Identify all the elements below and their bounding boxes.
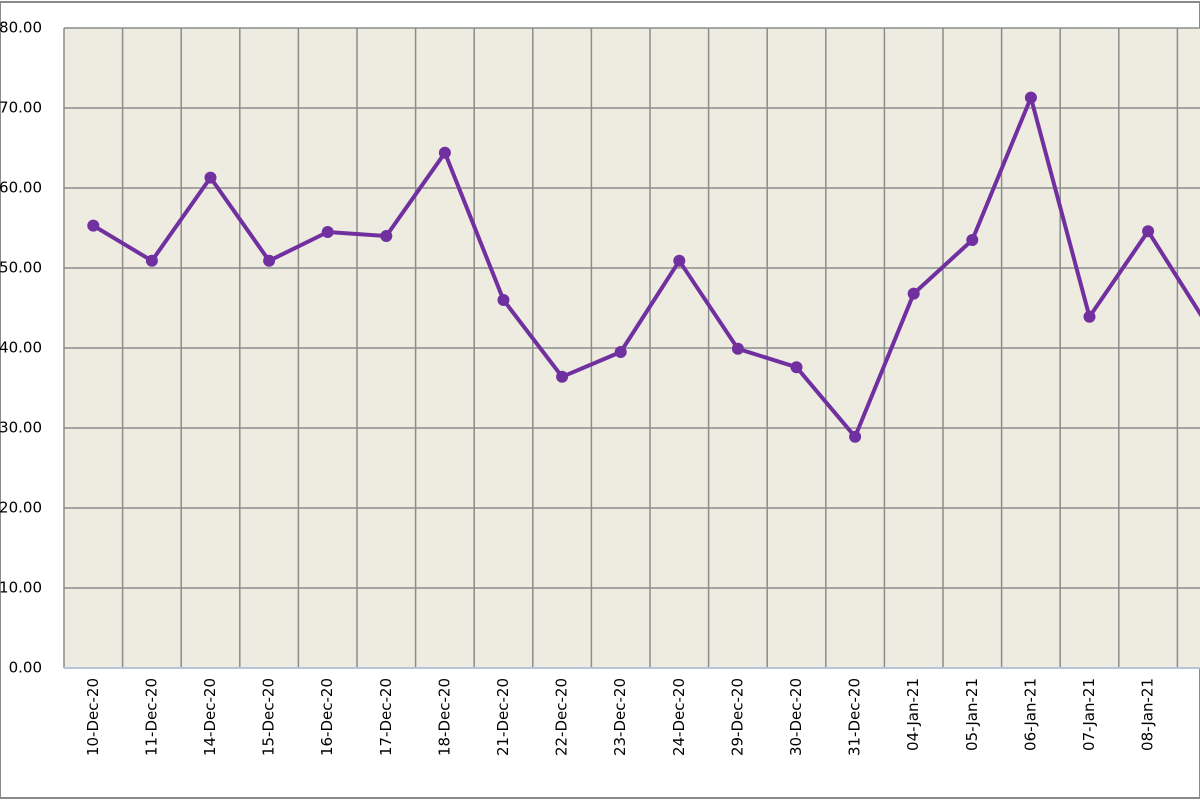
- x-tick-label: 16-Dec-20: [318, 678, 336, 756]
- x-tick-label: 07-Jan-21: [1080, 678, 1098, 751]
- data-point: [1142, 225, 1155, 238]
- y-tick-label: 20.00: [0, 499, 42, 517]
- data-point: [907, 287, 920, 300]
- y-tick-label: 0.00: [9, 659, 42, 677]
- x-tick-label: 24-Dec-20: [670, 678, 688, 756]
- x-tick-label: 21-Dec-20: [494, 678, 512, 756]
- y-tick-label: 50.00: [0, 259, 42, 277]
- data-point: [556, 370, 569, 383]
- y-tick-label: 70.00: [0, 99, 42, 117]
- x-tick-label: 05-Jan-21: [963, 678, 981, 751]
- series: [87, 91, 1200, 443]
- x-tick-label: 31-Dec-20: [846, 678, 864, 756]
- x-tick-label: 06-Jan-21: [1021, 678, 1039, 751]
- series-line: [92, 95, 1200, 439]
- x-tick-label: 14-Dec-20: [201, 678, 219, 756]
- x-tick-label: 15-Dec-20: [260, 678, 278, 756]
- data-point: [497, 294, 510, 306]
- data-point: [1024, 91, 1037, 104]
- data-point: [204, 171, 217, 184]
- x-tick-label: 08-Jan-21: [1139, 678, 1157, 751]
- x-tick-label: 18-Dec-20: [435, 678, 453, 756]
- x-tick-label: 23-Dec-20: [611, 678, 629, 756]
- data-point: [321, 226, 334, 238]
- data-point: [614, 346, 627, 358]
- x-tick-label: 10-Dec-20: [84, 678, 102, 756]
- x-tick-label: 04-Jan-21: [904, 678, 922, 751]
- y-tick-label: 80.00: [0, 19, 42, 37]
- data-point: [87, 219, 100, 232]
- y-tick-label: 10.00: [0, 579, 42, 597]
- x-tick-label: 17-Dec-20: [377, 678, 395, 756]
- y-tick-label: 30.00: [0, 419, 42, 437]
- data-point: [1083, 310, 1096, 323]
- y-tick-label: 60.00: [0, 179, 42, 197]
- data-point: [790, 361, 803, 374]
- x-tick-label: 11-Dec-20: [142, 678, 160, 756]
- data-point: [966, 234, 979, 246]
- x-tick-label: 22-Dec-20: [553, 678, 571, 756]
- grid: 0.00 10.00 20.00 30.00 40.00 50.00 60.00 70.00 8…: [0, 19, 1200, 756]
- data-point: [380, 230, 393, 242]
- y-tick-label: 40.00: [0, 339, 42, 357]
- data-point: [145, 254, 158, 267]
- data-point: [731, 342, 744, 355]
- x-tick-label: 29-Dec-20: [728, 678, 746, 756]
- x-tick-label: 30-Dec-20: [787, 678, 805, 756]
- data-point: [438, 146, 451, 159]
- data-point: [263, 254, 276, 267]
- data-point: [849, 430, 862, 443]
- data-point: [673, 254, 686, 267]
